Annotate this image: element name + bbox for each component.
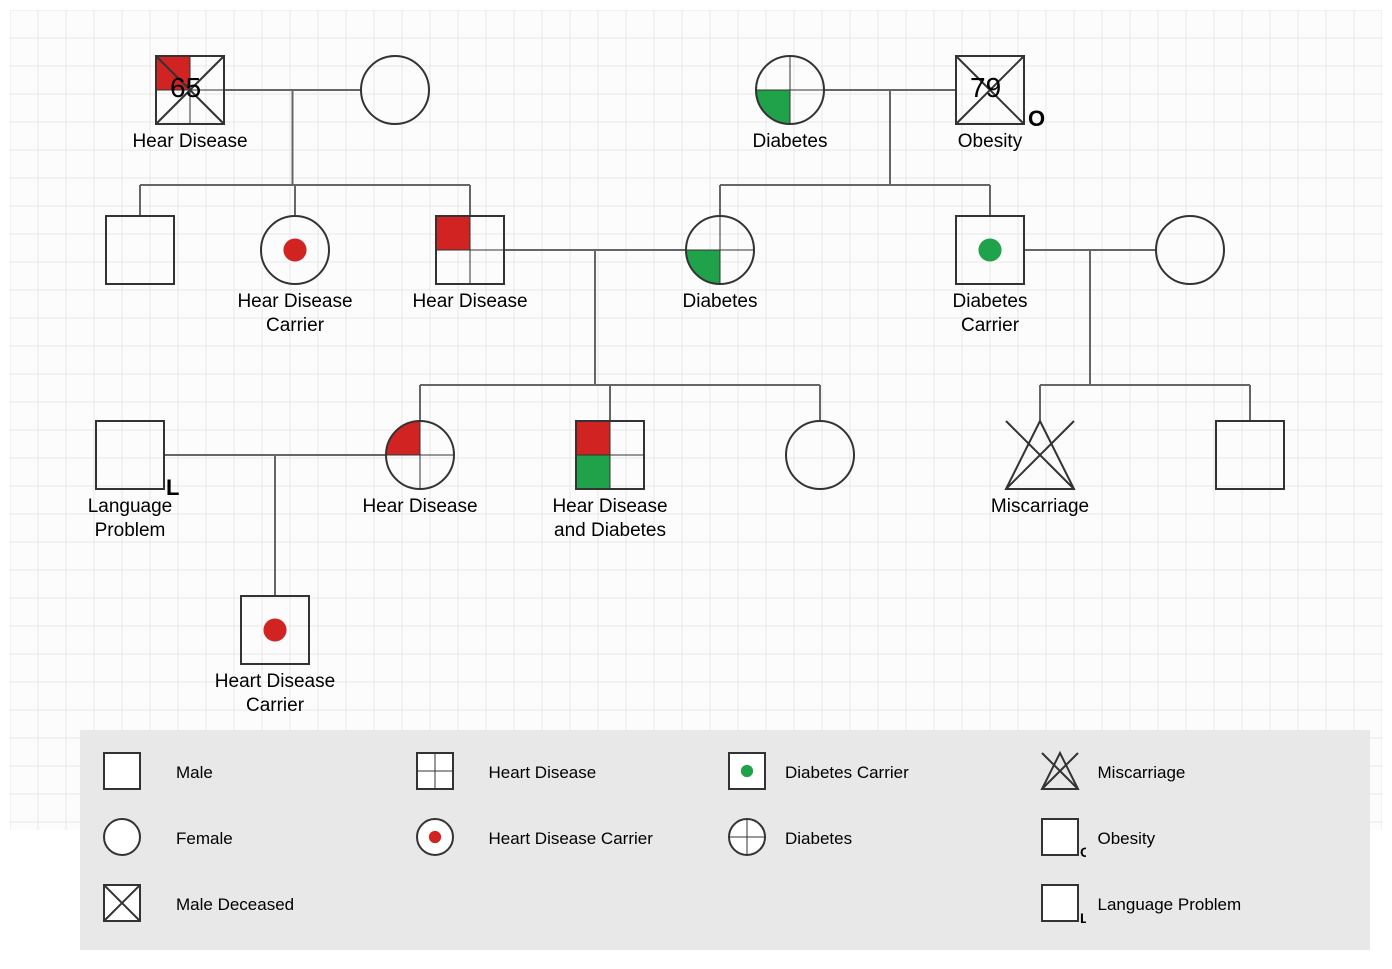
male-deceased-icon [100,881,148,929]
pedigree-node-g2f3 [1156,216,1224,284]
legend-item-heart-carrier: Heart Disease Carrier [413,806,726,872]
legend-label: Male [176,763,213,783]
legend-item-diabetes-carrier: Diabetes Carrier [725,740,1038,806]
legend-label: Heart Disease Carrier [489,829,653,849]
miscarriage-icon [1038,749,1086,797]
pedigree-node-g3f2 [786,421,854,489]
node-label: Hear Disease [330,495,510,519]
node-label: Hear Disease Carrier [205,290,385,338]
legend-label: Obesity [1098,829,1156,849]
node-label: Hear Disease [380,290,560,314]
legend-item-female: Female [100,806,413,872]
female-icon [100,815,148,863]
node-label: Diabetes [700,130,880,154]
legend-label: Male Deceased [176,895,294,915]
svg-text:L: L [1080,910,1086,926]
legend-item-obesity: O Obesity [1038,806,1351,872]
legend-item-heart-disease: Heart Disease [413,740,726,806]
pedigree-node-g1f [361,56,429,124]
pedigree-node-g4m1 [241,596,309,664]
obesity-marker: O [1028,106,1045,132]
legend-label: Miscarriage [1098,763,1186,783]
legend-item-diabetes: Diabetes [725,806,1038,872]
pedigree-node-g3m3 [1216,421,1284,489]
node-label: Diabetes Carrier [900,290,1080,338]
node-label: Obesity [900,130,1080,154]
heart-disease-icon [413,749,461,797]
lang-icon: L [1038,881,1086,929]
pedigree-node-g2m2 [436,216,504,284]
diabetes-carrier-icon [725,749,773,797]
legend-item-lang: L Language Problem [1038,872,1351,938]
pedigree-node-g3mis [1006,421,1074,489]
node-label: Diabetes [630,290,810,314]
diabetes-icon [725,815,773,863]
legend-item-male-deceased: Male Deceased [100,872,413,938]
legend-label: Diabetes Carrier [785,763,909,783]
pedigree-node-g3m2 [576,421,644,489]
node-label: Hear Disease [100,130,280,154]
legend-label: Language Problem [1098,895,1242,915]
svg-text:O: O [1080,844,1086,860]
age-label: 79 [970,72,1001,104]
node-label: Hear Disease and Diabetes [520,495,700,543]
pedigree-node-g3f1 [386,421,454,489]
node-label: Heart Disease Carrier [185,670,365,718]
pedigree-node-g2m3 [956,216,1024,284]
legend-panel: Male Female Male Deceased Heart Disease Hea… [80,730,1370,950]
pedigree-node-g2f2 [686,216,754,284]
obesity-icon: O [1038,815,1086,863]
pedigree-canvas: 65Hear DiseaseDiabetes79OObesityHear Dis… [0,0,1392,969]
legend-item-miscarriage: Miscarriage [1038,740,1351,806]
heart-carrier-icon [413,815,461,863]
male-icon [100,749,148,797]
node-label: Language Problem [40,495,220,543]
legend-item-male: Male [100,740,413,806]
pedigree-node-g2f1 [261,216,329,284]
node-label: Miscarriage [950,495,1130,519]
pedigree-node-g3m1 [96,421,164,489]
pedigree-node-g1f2 [756,56,824,124]
age-label: 65 [170,72,201,104]
legend-label: Diabetes [785,829,852,849]
legend-label: Female [176,829,233,849]
pedigree-node-g2m1 [106,216,174,284]
legend-label: Heart Disease [489,763,597,783]
